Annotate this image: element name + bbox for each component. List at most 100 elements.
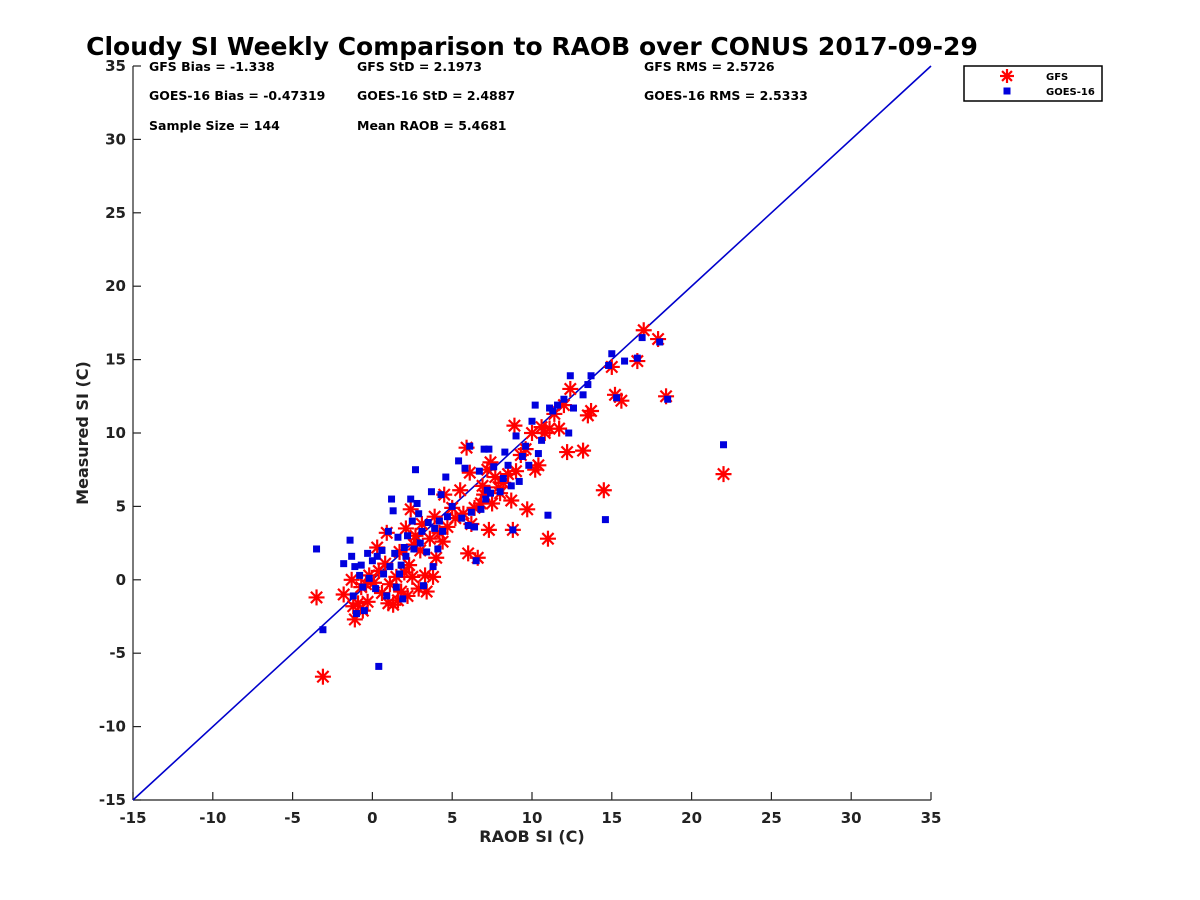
goes16-point [461, 464, 469, 472]
goes16-point [638, 334, 646, 342]
goes16-point [584, 381, 592, 389]
goes16-point [467, 508, 475, 516]
goes16-point [518, 452, 526, 460]
y-tick-label: 10 [105, 424, 126, 442]
stats-block: GFS Bias = -1.338 GFS StD = 2.1973 GFS RMS… [149, 59, 808, 133]
gfs-point [425, 568, 442, 585]
x-tick-label: 5 [447, 809, 457, 827]
gfs-point [308, 589, 325, 606]
goes16-point [368, 557, 376, 565]
goes16-point [443, 513, 451, 521]
goes16-point [549, 407, 557, 415]
goes16-point [587, 372, 595, 380]
gfs-point [715, 466, 732, 483]
goes16-point [383, 592, 391, 600]
gfs-point [508, 463, 525, 480]
goes16-point [404, 532, 412, 540]
y-tick-label: 0 [116, 571, 126, 589]
goes16-point [397, 561, 405, 569]
goes16-point [435, 517, 443, 525]
gfs-point [402, 501, 419, 518]
gfs-point [562, 380, 579, 397]
goes16-point [613, 394, 621, 402]
goes16-point [437, 491, 445, 499]
gfs-point [480, 521, 497, 538]
x-tick-label: 25 [761, 809, 782, 827]
goes16-point [512, 432, 520, 440]
goes16-point [496, 488, 504, 496]
goes16-point [442, 473, 450, 481]
gfs-point [583, 402, 600, 419]
plot-marks [132, 65, 932, 801]
x-tick-label: 15 [601, 809, 622, 827]
stat-text: GFS RMS = 2.5726 [644, 59, 775, 74]
goes16-point [392, 583, 400, 591]
stat-text: GOES-16 Bias = -0.47319 [149, 88, 325, 103]
goes16-point [554, 401, 562, 409]
goes16-point [375, 662, 383, 670]
goes16-point [419, 582, 427, 590]
stat-text: GFS StD = 2.1973 [357, 59, 482, 74]
x-tick-label: -15 [119, 809, 146, 827]
goes16-point [633, 354, 641, 362]
goes16-point [544, 511, 552, 519]
goes16-point [384, 527, 392, 535]
stat-text: GOES-16 RMS = 2.5333 [644, 88, 808, 103]
goes16-point [411, 466, 419, 474]
goes16-point [720, 441, 728, 449]
chart-title: Cloudy SI Weekly Comparison to RAOB over… [86, 32, 978, 61]
goes16-point [427, 488, 435, 496]
goes16-point [538, 436, 546, 444]
gfs-point [421, 530, 438, 547]
goes16-point [605, 361, 613, 369]
goes16-point [351, 563, 359, 571]
goes16-point [534, 450, 542, 458]
goes16-point [360, 607, 368, 615]
legend-box [963, 65, 1103, 102]
goes16-point [413, 499, 421, 507]
goes16-point [434, 545, 442, 553]
goes16-point [396, 570, 404, 578]
x-tick-label: 30 [841, 809, 862, 827]
x-tick-label: 0 [367, 809, 377, 827]
goes16-point [357, 561, 365, 569]
goes16-point [621, 357, 629, 365]
goes16-point [349, 592, 357, 600]
gfs-point [575, 442, 592, 459]
x-tick-label: 20 [681, 809, 702, 827]
goes16-point [490, 463, 498, 471]
goes16-point [352, 610, 360, 618]
gfs-point [434, 533, 451, 550]
goes16-point [448, 502, 456, 510]
goes16-point [515, 477, 523, 485]
goes16-point [378, 546, 386, 554]
gfs-point [335, 586, 352, 603]
x-tick-label: -5 [284, 809, 301, 827]
gfs-point [519, 501, 536, 518]
goes16-point [418, 527, 426, 535]
stat-text: Sample Size = 144 [149, 118, 280, 133]
goes16-point [528, 417, 536, 425]
gfs-point [506, 417, 523, 434]
goes16-point [504, 461, 512, 469]
goes16-point [569, 404, 577, 412]
goes16-point [402, 552, 410, 560]
goes16-point [346, 536, 354, 544]
goes16-point [601, 516, 609, 524]
goes16-point [389, 507, 397, 515]
goes16-point [416, 539, 424, 547]
gfs-point [503, 492, 520, 509]
legend-gfs-marker [1000, 69, 1014, 83]
goes16-point [455, 457, 463, 465]
legend-label: GFS [1046, 72, 1068, 83]
goes16-point [380, 570, 388, 578]
goes16-point [408, 517, 416, 525]
gfs-point [551, 420, 568, 437]
goes16-point [466, 442, 474, 450]
goes16-point [608, 350, 616, 358]
goes16-point [372, 585, 380, 593]
goes16-point [531, 401, 539, 409]
goes16-point [480, 445, 488, 453]
gfs-point [314, 668, 331, 685]
